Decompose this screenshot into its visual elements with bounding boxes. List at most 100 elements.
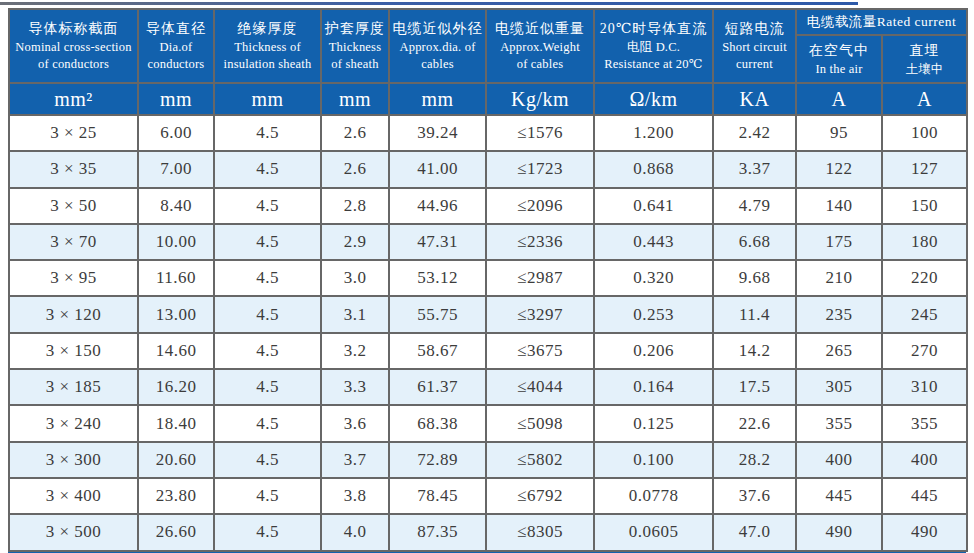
table-cell: 2.6	[321, 115, 389, 151]
table-cell: 72.89	[389, 442, 486, 478]
table-cell: 78.45	[389, 478, 486, 514]
header-text: 土壤中	[883, 61, 966, 78]
header-cell: 导体标称截面Nominal cross-sectionof conductors	[9, 9, 138, 83]
table-cell: 0.206	[594, 333, 713, 369]
table-cell: 3.0	[321, 260, 389, 296]
table-cell: 68.38	[389, 405, 486, 441]
table-cell: 87.35	[389, 514, 486, 550]
header-text: 电阻 D.C.	[595, 39, 712, 56]
table-cell: 3.7	[321, 442, 389, 478]
table-cell: 3 × 400	[9, 478, 138, 514]
table-cell: 0.253	[594, 296, 713, 332]
table-cell: 445	[796, 478, 882, 514]
header-text: 在空气中	[797, 41, 881, 61]
header-text: 绝缘厚度	[215, 19, 320, 39]
table-cell: 100	[882, 115, 967, 151]
table-cell: 3 × 25	[9, 115, 138, 151]
header-text: In the air	[797, 61, 881, 78]
header-text: insulation sheath	[215, 56, 320, 73]
table-cell: 0.320	[594, 260, 713, 296]
table-cell: 265	[796, 333, 882, 369]
table-row: 3 × 7010.004.52.947.31≤23360.4436.681751…	[9, 224, 967, 260]
table-cell: 61.37	[389, 369, 486, 405]
table-cell: 47.31	[389, 224, 486, 260]
table-cell: ≤3675	[486, 333, 594, 369]
table-cell: 3 × 50	[9, 188, 138, 224]
unit-cell: mm	[138, 83, 214, 115]
header-cell: 20℃时导体直流电阻 D.C.Resistance at 20℃	[594, 9, 713, 83]
table-cell: 305	[796, 369, 882, 405]
table-row: 3 × 50026.604.54.087.35≤83050.060547.049…	[9, 514, 967, 550]
subheader-cell: 在空气中In the air	[796, 35, 882, 83]
table-cell: 4.5	[214, 333, 321, 369]
table-cell: 210	[796, 260, 882, 296]
table-cell: 270	[882, 333, 967, 369]
header-text: Dia.of	[139, 39, 213, 56]
table-cell: 11.4	[713, 296, 796, 332]
header-text: 短路电流	[714, 19, 795, 39]
table-cell: 26.60	[138, 514, 214, 550]
table-cell: 4.5	[214, 188, 321, 224]
unit-cell: mm	[214, 83, 321, 115]
table-cell: 44.96	[389, 188, 486, 224]
table-cell: 445	[882, 478, 967, 514]
table-row: 3 × 256.004.52.639.24≤15761.2002.4295100	[9, 115, 967, 151]
table-cell: ≤5098	[486, 405, 594, 441]
header-text: 20℃时导体直流	[595, 19, 712, 39]
table-cell: ≤2336	[486, 224, 594, 260]
table-cell: 4.5	[214, 260, 321, 296]
table-cell: 11.60	[138, 260, 214, 296]
table-cell: 355	[882, 405, 967, 441]
table-cell: ≤5802	[486, 442, 594, 478]
table-cell: 4.0	[321, 514, 389, 550]
table-cell: 4.5	[214, 442, 321, 478]
cable-spec-table-container: 导体标称截面Nominal cross-sectionof conductors…	[8, 8, 966, 553]
table-cell: 0.125	[594, 405, 713, 441]
table-cell: ≤1723	[486, 151, 594, 187]
table-cell: 3 × 70	[9, 224, 138, 260]
table-cell: 13.00	[138, 296, 214, 332]
table-cell: 400	[882, 442, 967, 478]
table-cell: 20.60	[138, 442, 214, 478]
table-cell: 4.5	[214, 405, 321, 441]
table-cell: 4.79	[713, 188, 796, 224]
table-cell: 3.8	[321, 478, 389, 514]
table-cell: 2.9	[321, 224, 389, 260]
units-row: mm²mmmmmmmmKg/kmΩ/kmKAAA	[9, 83, 967, 115]
table-cell: 6.00	[138, 115, 214, 151]
table-row: 3 × 18516.204.53.361.37≤40440.16417.5305…	[9, 369, 967, 405]
table-cell: 4.5	[214, 514, 321, 550]
header-cell: 导体直径Dia.ofconductors	[138, 9, 214, 83]
table-cell: 95	[796, 115, 882, 151]
table-cell: 3 × 185	[9, 369, 138, 405]
table-cell: 140	[796, 188, 882, 224]
table-cell: ≤2096	[486, 188, 594, 224]
header-cell: 电缆近似重量Approx.Weightof cables	[486, 9, 594, 83]
table-cell: 14.2	[713, 333, 796, 369]
table-cell: 39.24	[389, 115, 486, 151]
table-cell: 3 × 240	[9, 405, 138, 441]
table-cell: 3 × 150	[9, 333, 138, 369]
table-cell: 490	[796, 514, 882, 550]
unit-cell: mm	[389, 83, 486, 115]
table-body: 3 × 256.004.52.639.24≤15761.2002.4295100…	[9, 115, 967, 551]
table-cell: 3 × 35	[9, 151, 138, 187]
table-row: 3 × 12013.004.53.155.75≤32970.25311.4235…	[9, 296, 967, 332]
table-cell: 127	[882, 151, 967, 187]
table-row: 3 × 9511.604.53.053.12≤29870.3209.682102…	[9, 260, 967, 296]
header-text: Approx.Weight	[487, 39, 593, 56]
table-cell: 400	[796, 442, 882, 478]
table-cell: 3.1	[321, 296, 389, 332]
table-cell: 245	[882, 296, 967, 332]
table-cell: 17.5	[713, 369, 796, 405]
table-cell: 3.6	[321, 405, 389, 441]
table-header: 导体标称截面Nominal cross-sectionof conductors…	[9, 9, 967, 115]
header-text: 电缆近似重量	[487, 19, 593, 39]
table-cell: 9.68	[713, 260, 796, 296]
header-text: current	[714, 56, 795, 73]
page-top-rule	[0, 2, 858, 5]
table-row: 3 × 357.004.52.641.00≤17230.8683.3712212…	[9, 151, 967, 187]
header-text: 导体直径	[139, 19, 213, 39]
table-cell: ≤3297	[486, 296, 594, 332]
header-text: 护套厚度	[322, 19, 388, 39]
